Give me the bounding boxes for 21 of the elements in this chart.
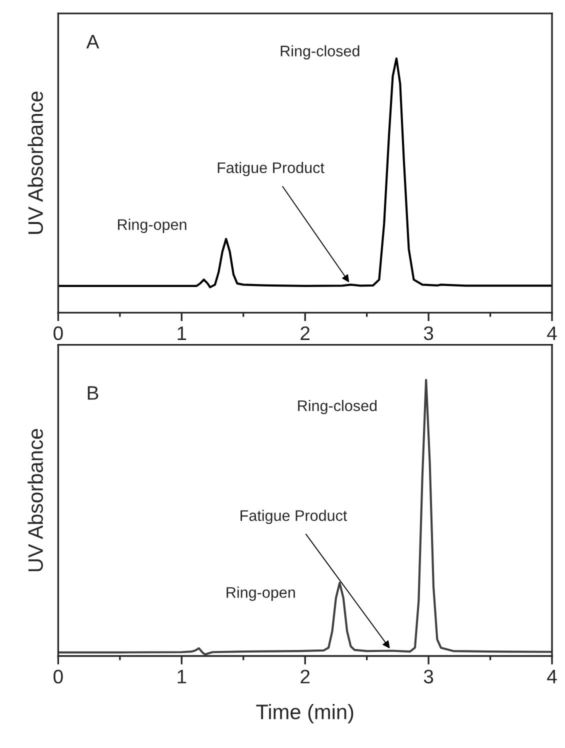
x-tick-label: 3: [424, 670, 434, 684]
annotation: Ring-closed: [298, 400, 377, 414]
annotation: Ring-open: [118, 218, 186, 234]
x-tick-label: 4: [547, 326, 557, 340]
y-axis-title: UV Absorbance: [28, 428, 43, 572]
x-tick-label: 1: [178, 326, 186, 340]
annotation: Ring-closed: [280, 45, 360, 60]
x-tick-label: 1: [178, 670, 186, 684]
x-tick-label: 3: [424, 326, 434, 340]
y-axis-title: UV Absorbance: [28, 92, 43, 234]
text: A: [86, 35, 100, 48]
annotation: Fatigue Product: [240, 510, 348, 524]
x-tick-label: 2: [300, 670, 310, 684]
annotation: Fatigue Product: [218, 162, 324, 176]
x-tick-label: 0: [54, 326, 63, 340]
x-tick-label: 2: [300, 326, 310, 340]
x-tick-label: 0: [54, 670, 63, 684]
x-tick-label: 4: [547, 670, 557, 684]
annotation: Ring-open: [226, 586, 295, 601]
x-axis-title: Time (min): [256, 704, 354, 724]
annotation: B: [88, 386, 98, 400]
